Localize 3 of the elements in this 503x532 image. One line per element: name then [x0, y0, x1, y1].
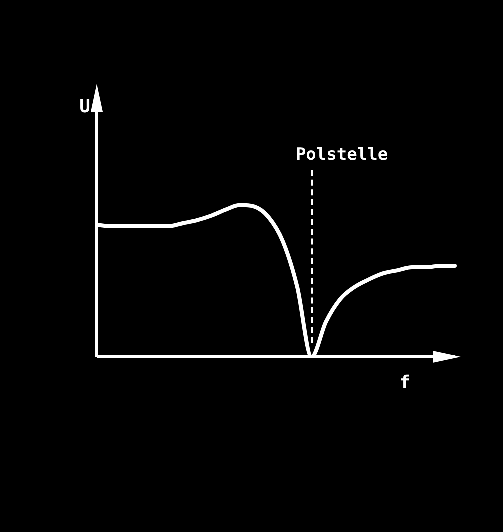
- y-axis-title: U: [80, 96, 90, 118]
- text: Polstelle: [296, 144, 388, 165]
- x-axis-title: f: [400, 372, 410, 394]
